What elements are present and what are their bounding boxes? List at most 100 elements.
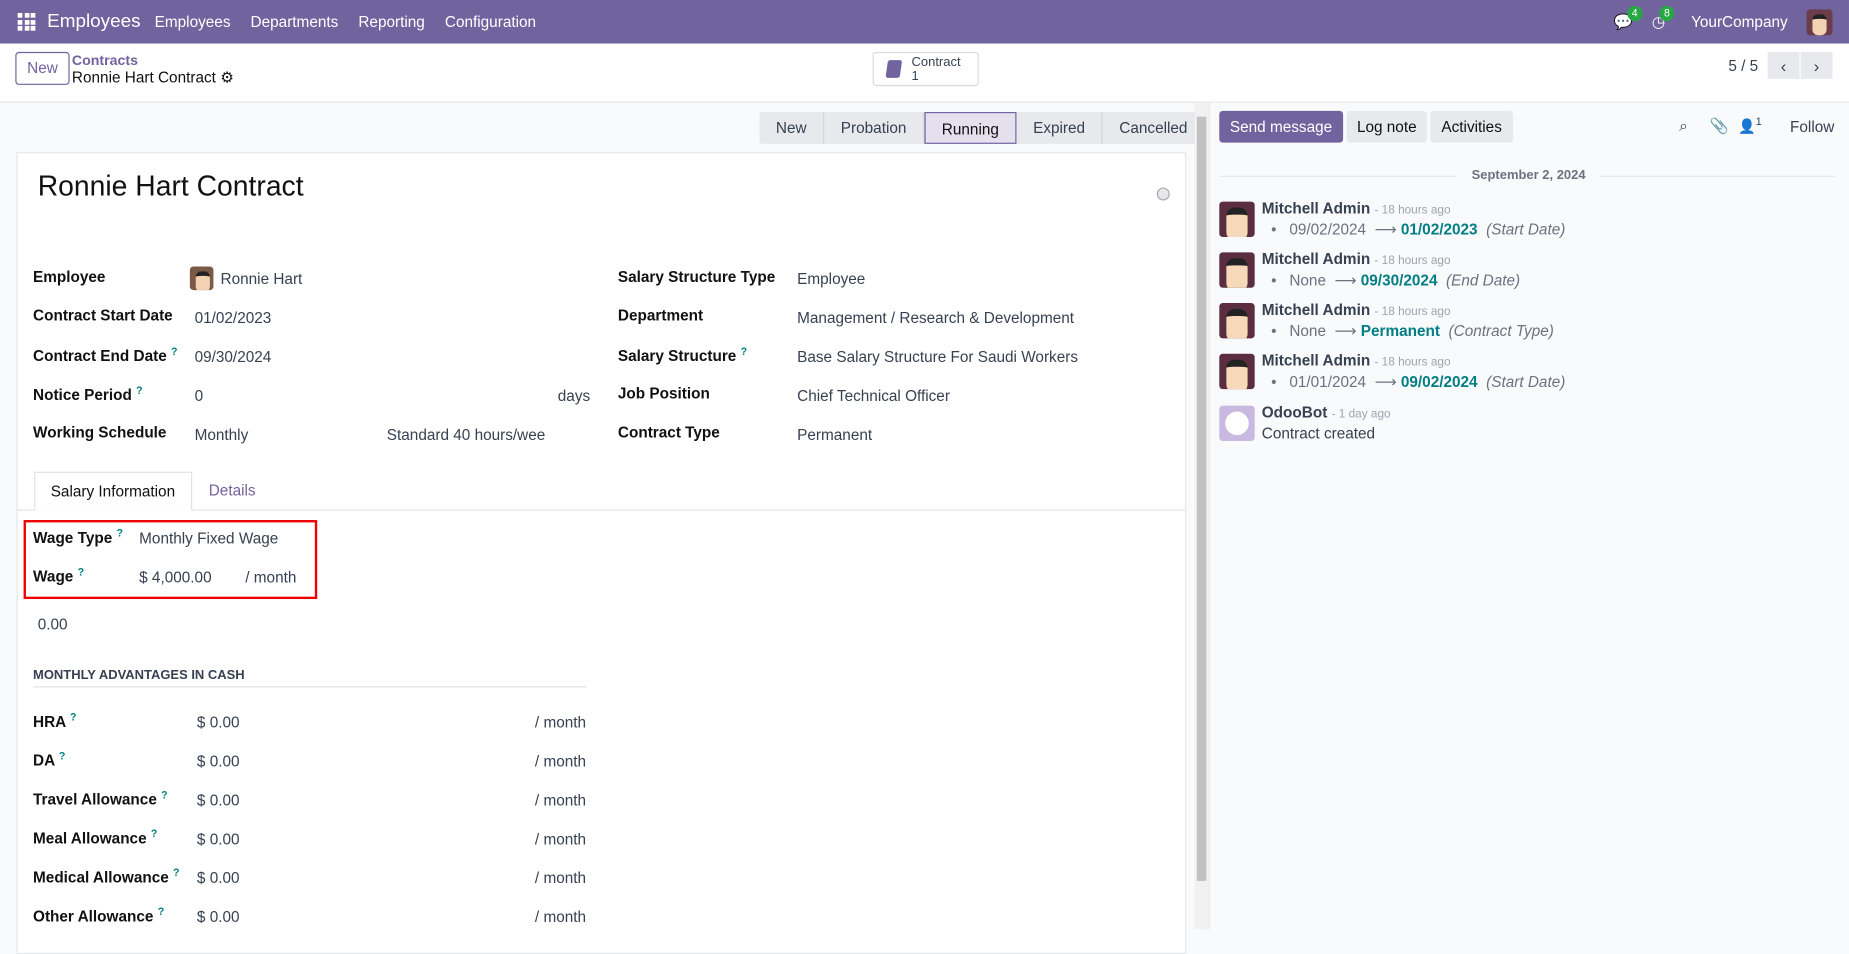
smart-count: 1: [911, 69, 919, 84]
advantage-unit: / month: [534, 830, 587, 848]
author-name[interactable]: Mitchell Admin: [1261, 199, 1371, 217]
stage-running[interactable]: Running: [924, 112, 1017, 144]
author-avatar[interactable]: [1219, 353, 1255, 390]
author-name[interactable]: Mitchell Admin: [1261, 300, 1371, 319]
advantage-field[interactable]: $ 0.00: [196, 791, 240, 809]
advantage-field[interactable]: $ 0.00: [196, 869, 240, 887]
old-value: None: [1289, 271, 1326, 289]
chatter-buttons: Send message Log note Activities: [1219, 110, 1513, 143]
message-author: Mitchell Admin - 18 hours ago: [1262, 199, 1451, 217]
followers-icon[interactable]: 👤1: [1738, 115, 1762, 135]
working-schedule-field[interactable]: Monthly: [194, 425, 249, 444]
contract-type-field[interactable]: Permanent: [797, 425, 873, 444]
stage-new[interactable]: New: [759, 112, 825, 144]
contract-title[interactable]: Ronnie Hart Contract: [37, 170, 304, 203]
help-icon[interactable]: ?: [136, 384, 143, 397]
message-author: Mitchell Admin - 18 hours ago: [1262, 301, 1451, 319]
message-time: - 18 hours ago: [1374, 254, 1451, 268]
author-name[interactable]: Mitchell Admin: [1261, 351, 1371, 370]
search-icon[interactable]: ⌕: [1679, 116, 1688, 135]
messages-icon[interactable]: 💬 4: [1614, 5, 1643, 31]
old-value: None: [1289, 321, 1326, 340]
highlight-box: [23, 520, 318, 600]
menu-employees[interactable]: Employees: [154, 12, 231, 31]
help-icon[interactable]: ?: [58, 749, 66, 762]
new-button[interactable]: New: [15, 51, 70, 85]
log-note-button[interactable]: Log note: [1346, 110, 1428, 143]
end-date-field[interactable]: 09/30/2024: [194, 347, 272, 366]
author-avatar[interactable]: [1219, 303, 1255, 339]
advantage-label: Travel Allowance ?: [33, 789, 168, 808]
help-icon[interactable]: ?: [116, 527, 124, 539]
employee-avatar: [189, 266, 214, 291]
salary-structure-type-field[interactable]: Employee: [797, 270, 866, 288]
activities-badge: 8: [1659, 5, 1675, 21]
app-name[interactable]: Employees: [47, 11, 141, 32]
advantage-field[interactable]: $ 0.00: [196, 830, 240, 848]
help-icon[interactable]: ?: [157, 905, 165, 918]
wage-type-field[interactable]: Monthly Fixed Wage: [139, 529, 279, 548]
new-value: 01/02/2023: [1400, 220, 1478, 239]
date-separator: September 2, 2024: [1457, 168, 1600, 183]
salary-structure-label-text: Salary Structure: [617, 347, 737, 365]
notice-period-field[interactable]: 0: [194, 386, 204, 405]
wage-field[interactable]: $ 4,000.00: [139, 568, 212, 587]
breadcrumb-current-label: Ronnie Hart Contract: [71, 68, 216, 87]
stage-cancelled[interactable]: Cancelled: [1119, 119, 1188, 137]
author-avatar[interactable]: [1219, 201, 1255, 238]
contract-smart-button[interactable]: Contract 1: [872, 51, 979, 87]
user-avatar[interactable]: [1806, 8, 1833, 35]
help-icon[interactable]: ?: [150, 827, 158, 840]
menu-configuration[interactable]: Configuration: [444, 12, 537, 31]
start-date-field[interactable]: 01/02/2023: [194, 308, 272, 327]
stage-expired[interactable]: Expired: [1017, 112, 1103, 144]
advantage-field[interactable]: $ 0.00: [196, 713, 240, 732]
pager-value[interactable]: 5 / 5: [1728, 56, 1759, 75]
activities-button[interactable]: Activities: [1430, 110, 1513, 143]
apps-menu-icon[interactable]: [17, 12, 36, 31]
book-icon: [885, 60, 903, 78]
salary-structure-field[interactable]: Base Salary Structure For Saudi Workers: [797, 347, 1079, 366]
job-position-field[interactable]: Chief Technical Officer: [797, 386, 950, 405]
form-scrollbar[interactable]: [1194, 102, 1209, 930]
advantage-label-text: Medical Allowance: [33, 868, 169, 886]
top-navbar: Employees Employees Departments Reportin…: [0, 0, 1849, 44]
message-author: Mitchell Admin - 18 hours ago: [1262, 351, 1451, 369]
paperclip-icon[interactable]: 📎: [1709, 116, 1729, 135]
advantage-field[interactable]: $ 0.00: [196, 907, 240, 926]
follow-button[interactable]: Follow: [1790, 117, 1835, 136]
resource-calendar-field[interactable]: Standard 40 hours/wee: [386, 425, 546, 444]
breadcrumb-contracts[interactable]: Contracts: [71, 51, 138, 69]
pager-previous-icon[interactable]: ‹: [1767, 51, 1800, 80]
help-icon[interactable]: ?: [161, 788, 168, 801]
tab-salary-information[interactable]: Salary Information: [34, 471, 192, 511]
menu-departments[interactable]: Departments: [250, 12, 339, 31]
end-date-label-text: Contract End Date: [33, 347, 167, 365]
tab-details[interactable]: Details: [208, 481, 256, 499]
message-time: - 18 hours ago: [1374, 356, 1451, 370]
message-author: OdooBot - 1 day ago: [1262, 403, 1391, 421]
message-time: - 18 hours ago: [1374, 204, 1451, 217]
scrollbar-thumb[interactable]: [1196, 116, 1207, 881]
activities-icon[interactable]: ◷ 8: [1652, 5, 1675, 31]
help-icon[interactable]: ?: [77, 566, 85, 578]
advantage-unit: / month: [534, 713, 587, 732]
employee-field[interactable]: Ronnie Hart: [189, 266, 302, 291]
advantage-field[interactable]: $ 0.00: [196, 752, 240, 771]
help-icon[interactable]: ?: [173, 866, 180, 879]
send-message-button[interactable]: Send message: [1219, 110, 1343, 143]
department-field[interactable]: Management / Research & Development: [797, 308, 1075, 327]
author-avatar[interactable]: [1219, 252, 1255, 288]
gear-icon[interactable]: ⚙: [220, 68, 234, 87]
company-switcher[interactable]: YourCompany: [1691, 12, 1788, 31]
stage-probation[interactable]: Probation: [824, 112, 925, 144]
advantage-label-text: HRA: [33, 712, 66, 731]
wage-label: Wage ?: [33, 566, 84, 585]
pager-next-icon[interactable]: ›: [1800, 51, 1833, 80]
help-icon[interactable]: ?: [69, 711, 77, 723]
help-icon[interactable]: ?: [171, 345, 178, 358]
author-name[interactable]: Mitchell Admin: [1261, 249, 1371, 268]
menu-reporting[interactable]: Reporting: [358, 12, 425, 31]
help-icon[interactable]: ?: [740, 345, 748, 358]
kanban-state-icon[interactable]: [1156, 187, 1170, 201]
